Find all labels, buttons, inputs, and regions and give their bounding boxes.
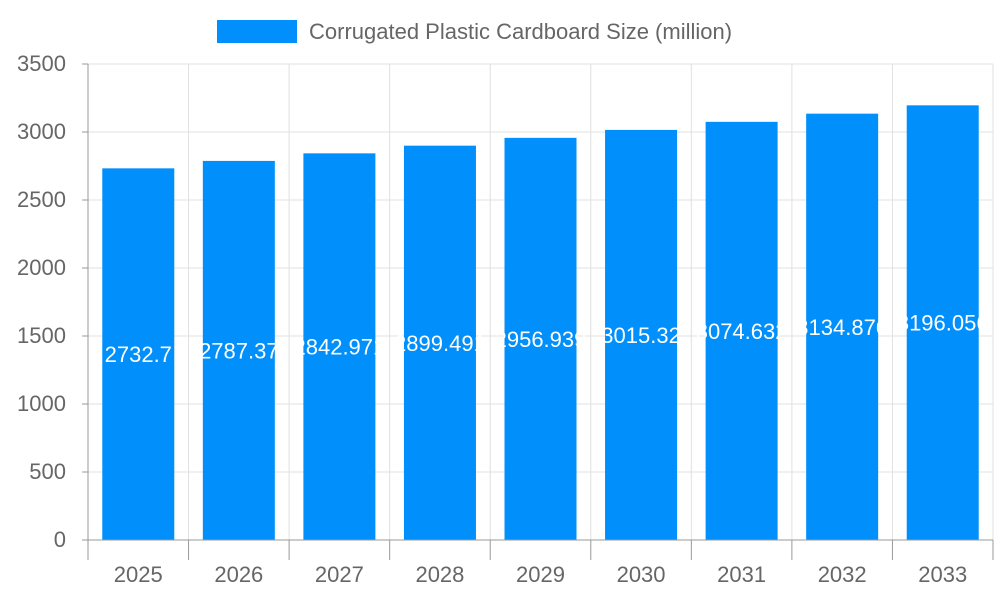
x-tick-label: 2025	[114, 562, 163, 587]
x-tick-label: 2026	[214, 562, 263, 587]
data-label: 2787.37	[199, 338, 279, 363]
legend-swatch	[217, 20, 297, 43]
x-tick-label: 2030	[617, 562, 666, 587]
y-tick-label: 2000	[17, 255, 66, 280]
x-tick-label: 2027	[315, 562, 364, 587]
y-tick-label: 2500	[17, 187, 66, 212]
y-tick-label: 0	[54, 527, 66, 552]
bar	[504, 137, 577, 540]
bar	[202, 160, 275, 541]
bar	[102, 168, 175, 541]
y-tick-label: 1000	[17, 391, 66, 416]
x-tick-label: 2028	[415, 562, 464, 587]
x-tick-label: 2031	[717, 562, 766, 587]
data-label: 3134.876	[796, 315, 888, 340]
bar	[705, 121, 778, 541]
data-label: 3074.632	[696, 319, 788, 344]
legend[interactable]: Corrugated Plastic Cardboard Size (milli…	[217, 19, 732, 44]
bar	[806, 113, 879, 540]
x-tick-label: 2032	[818, 562, 867, 587]
y-tick-label: 500	[29, 459, 66, 484]
bar	[605, 129, 678, 540]
data-label: 3196.056	[897, 311, 989, 336]
bar	[906, 105, 979, 540]
legend-label: Corrugated Plastic Cardboard Size (milli…	[309, 19, 732, 44]
data-label: 2899.491	[394, 331, 486, 356]
data-label: 2842.971	[294, 335, 386, 360]
y-tick-label: 3500	[17, 51, 66, 76]
data-label: 3015.32	[601, 323, 681, 348]
x-tick-label: 2029	[516, 562, 565, 587]
y-tick-label: 3000	[17, 119, 66, 144]
data-label: 2956.939	[495, 327, 587, 352]
data-label: 2732.7	[105, 342, 172, 367]
y-tick-label: 1500	[17, 323, 66, 348]
x-tick-label: 2033	[918, 562, 967, 587]
bar	[303, 153, 376, 540]
bar	[403, 145, 476, 540]
